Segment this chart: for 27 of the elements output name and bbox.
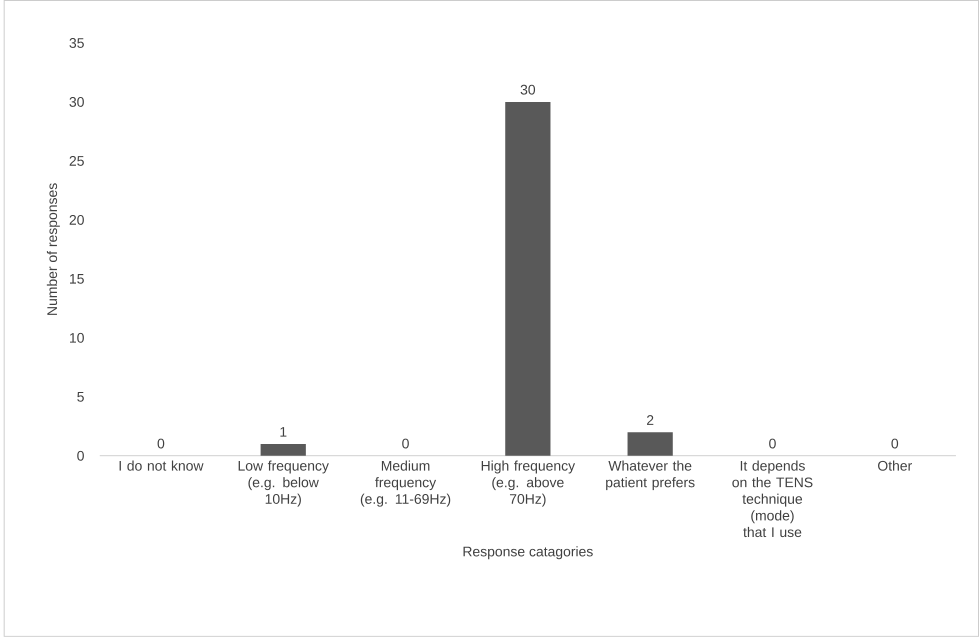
y-tick-label: 10 [70,333,84,343]
y-tick-label: 0 [77,450,84,461]
data-label: 0 [769,438,776,449]
y-tick-label: 25 [70,156,84,166]
x-tick-label: It depends on the TENS technique (mode) that I use [732,460,812,538]
y-tick-label: 20 [70,215,84,225]
bar [628,432,673,456]
x-tick-label: Medium frequency (e.g. 11-69Hz) [360,460,450,507]
data-label: 2 [646,415,654,425]
bar [505,102,550,456]
x-tick-label: High frequency (e.g. above 70Hz) [482,460,576,507]
data-label: 0 [891,438,898,449]
y-tick-label: 15 [70,274,84,284]
y-tick-label: 30 [69,97,84,107]
data-label: 1 [280,427,286,437]
y-tick-label: 5 [77,392,84,402]
data-label: 0 [158,438,164,449]
y-axis-title: Number of responses [46,183,60,315]
x-tick-label: Other [878,460,912,471]
data-label: 0 [402,438,409,449]
data-label: 30 [520,84,536,95]
x-tick-label: Low frequency (e.g. below 10Hz) [238,460,329,507]
y-tick-label: 35 [69,38,84,48]
bar [260,444,306,456]
x-axis-title: Response catagories [464,546,593,560]
x-tick-label: Whatever the patient prefers [606,460,695,490]
x-tick-label: I do not know [120,460,204,471]
